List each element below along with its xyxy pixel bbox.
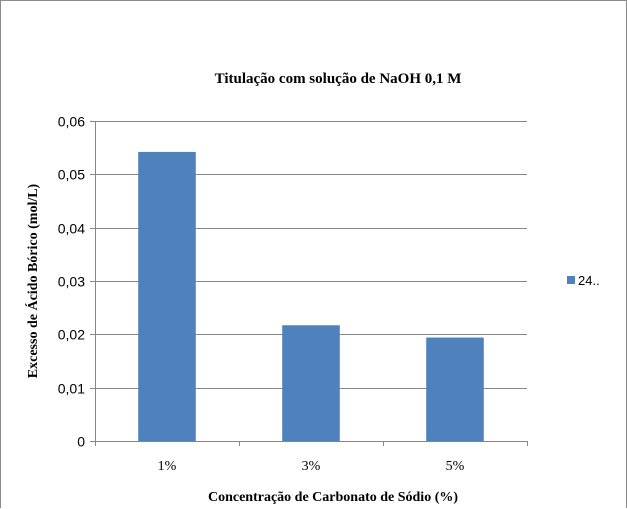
y-tick-label: 0,05 [58, 167, 85, 183]
y-tick-label: 0 [77, 434, 85, 450]
x-tick-labels: 1% 3% 5% [158, 459, 465, 474]
bar [282, 325, 340, 441]
legend: 24.. [567, 273, 600, 288]
x-tick-label: 3% [302, 459, 321, 474]
y-tick-label: 0,01 [58, 381, 85, 397]
chart-title: Titulação com solução de NaOH 0,1 M [215, 71, 462, 87]
y-tick-label: 0,03 [58, 274, 85, 290]
y-axis-label: Excesso de Ácido Bórico (mol/L) [24, 183, 41, 378]
bar [138, 151, 196, 441]
x-tick-label: 1% [158, 459, 177, 474]
bar [426, 337, 484, 441]
legend-label: 24.. [578, 273, 600, 288]
y-tick-labels: 0 0,01 0,02 0,03 0,04 0,05 0,06 [58, 114, 85, 450]
y-tick-label: 0,06 [58, 114, 85, 130]
x-tick-label: 5% [446, 459, 465, 474]
y-tick-label: 0,04 [58, 221, 85, 237]
x-axis-label: Concentração de Carbonato de Sódio (%) [208, 490, 458, 505]
y-tick-label: 0,02 [58, 327, 85, 343]
bars [138, 151, 484, 441]
axes [90, 121, 528, 446]
legend-swatch [567, 276, 575, 284]
